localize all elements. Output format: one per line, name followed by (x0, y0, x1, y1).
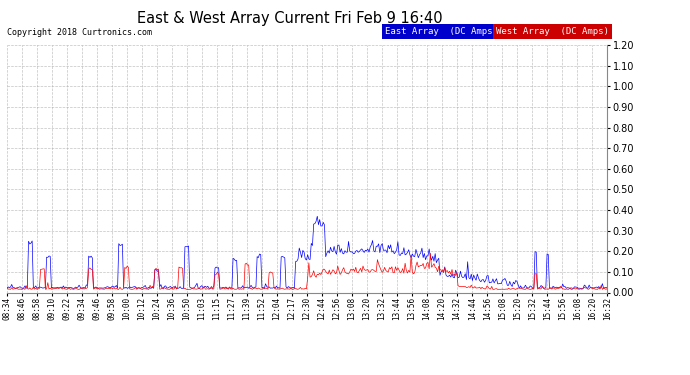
Text: East & West Array Current Fri Feb 9 16:40: East & West Array Current Fri Feb 9 16:4… (137, 11, 442, 26)
Text: East Array  (DC Amps): East Array (DC Amps) (385, 27, 498, 36)
Text: West Array  (DC Amps): West Array (DC Amps) (496, 27, 609, 36)
Text: Copyright 2018 Curtronics.com: Copyright 2018 Curtronics.com (7, 28, 152, 37)
